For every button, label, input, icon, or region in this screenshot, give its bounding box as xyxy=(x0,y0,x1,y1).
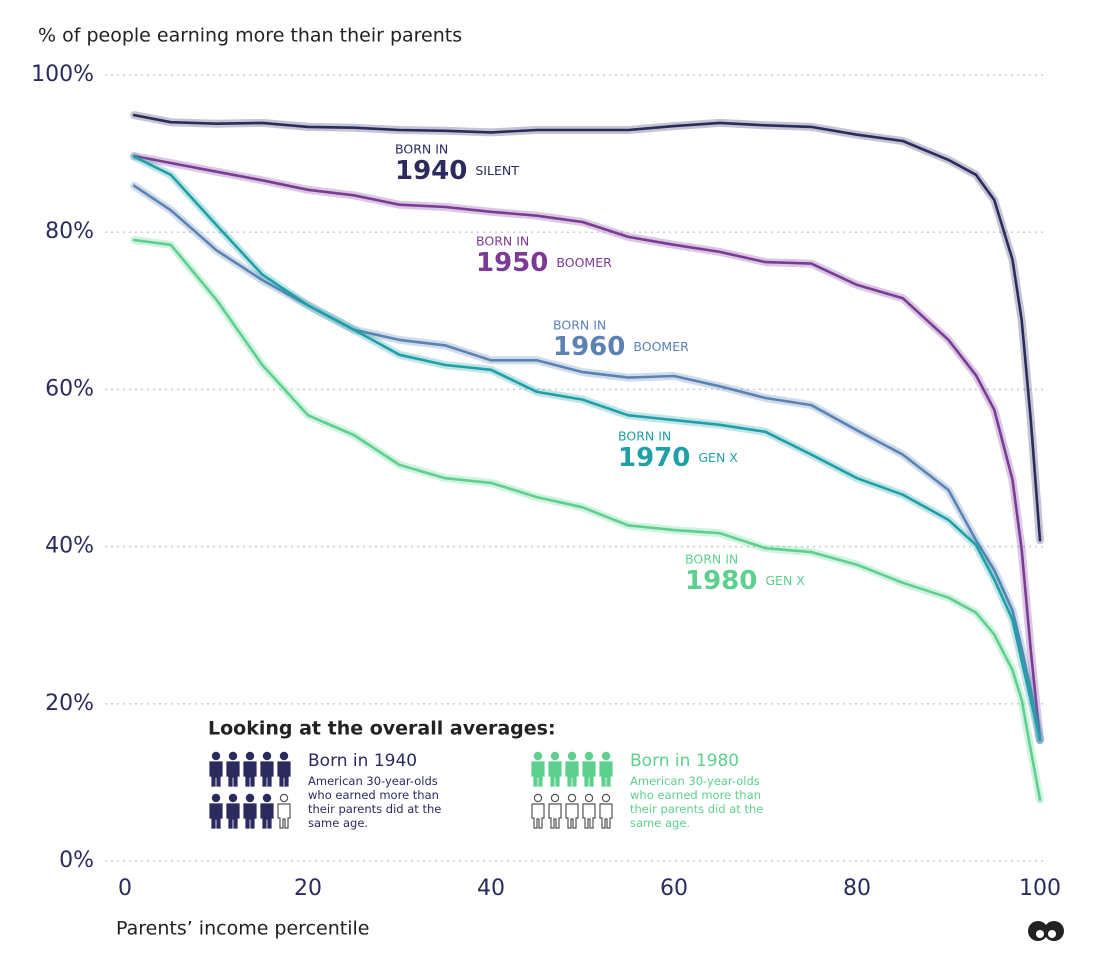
person-head xyxy=(601,793,611,803)
person-body xyxy=(565,803,579,829)
annotation-year: 1970 xyxy=(618,443,690,473)
person-body xyxy=(209,761,223,787)
icons-filled xyxy=(209,751,291,829)
y-tick-label: 20% xyxy=(45,691,94,716)
group-title: Born in 1980 xyxy=(630,751,739,771)
annotation-generation: SILENT xyxy=(475,163,519,178)
line xyxy=(132,113,1042,542)
annotation-year: 1980 xyxy=(685,566,757,596)
person-body xyxy=(565,761,579,787)
person-head xyxy=(245,793,255,803)
annotation-prefix: BORN IN xyxy=(553,318,606,333)
annotation-generation: GEN X xyxy=(698,450,738,465)
person-body xyxy=(531,761,545,787)
annotation-prefix: BORN IN xyxy=(685,552,738,567)
annotation: 1970 GEN X xyxy=(618,443,738,473)
person-body xyxy=(226,761,240,787)
person-head xyxy=(533,751,543,761)
person-head xyxy=(550,793,560,803)
y-tick-label: 100% xyxy=(31,62,94,87)
inset-title: Looking at the overall averages: xyxy=(208,718,556,740)
y-tick-label: 80% xyxy=(45,219,94,244)
x-tick-label: 20 xyxy=(294,876,322,901)
y-axis-title: % of people earning more than their pare… xyxy=(38,25,462,47)
line xyxy=(132,238,1042,801)
x-tick-label: 0 xyxy=(118,876,132,901)
person-head xyxy=(245,751,255,761)
person-body xyxy=(582,803,596,829)
person-body xyxy=(260,803,274,829)
icons-outline xyxy=(531,793,613,829)
person-head xyxy=(550,751,560,761)
person-body xyxy=(209,803,223,829)
x-axis-title: Parents’ income percentile xyxy=(116,918,369,940)
person-head xyxy=(601,751,611,761)
icons-outline xyxy=(277,793,291,829)
annotation-year: 1960 xyxy=(553,332,625,362)
annotation-generation: GEN X xyxy=(765,573,805,588)
annotation-generation: BOOMER xyxy=(633,339,689,354)
person-body xyxy=(599,761,613,787)
person-head xyxy=(279,793,289,803)
person-head xyxy=(533,793,543,803)
person-body xyxy=(531,803,545,829)
icons-filled xyxy=(531,751,613,787)
annotation-year: 1950 xyxy=(476,248,548,278)
person-head xyxy=(228,751,238,761)
annotation-prefix: BORN IN xyxy=(476,234,529,249)
person-head xyxy=(567,751,577,761)
person-head xyxy=(262,751,272,761)
annotation-generation: BOOMER xyxy=(556,255,612,270)
x-tick-label: 100 xyxy=(1019,876,1061,901)
person-head xyxy=(228,793,238,803)
logo xyxy=(1028,921,1064,941)
annotation: 1960 BOOMER xyxy=(553,332,689,362)
x-tick-label: 40 xyxy=(477,876,505,901)
annotation-prefix: BORN IN xyxy=(395,142,448,157)
person-body xyxy=(243,803,257,829)
person-head xyxy=(584,793,594,803)
person-body xyxy=(548,761,562,787)
person-body xyxy=(226,803,240,829)
annotation-prefix: BORN IN xyxy=(618,429,671,444)
x-tick-label: 80 xyxy=(843,876,871,901)
group-text: American 30-year-olds who earned more th… xyxy=(630,774,764,830)
person-body xyxy=(260,761,274,787)
line xyxy=(132,154,1042,742)
group-text: American 30-year-olds who earned more th… xyxy=(308,774,442,830)
person-body xyxy=(277,803,291,829)
y-tick-label: 0% xyxy=(59,848,94,873)
annotation: 1940 SILENT xyxy=(395,156,519,186)
group-title: Born in 1940 xyxy=(308,751,417,771)
line-halo xyxy=(130,152,1044,744)
person-body xyxy=(548,803,562,829)
person-body xyxy=(277,761,291,787)
annotation: 1950 BOOMER xyxy=(476,248,612,278)
x-tick-label: 60 xyxy=(660,876,688,901)
person-head xyxy=(211,751,221,761)
person-head xyxy=(567,793,577,803)
line-halo xyxy=(130,152,1044,744)
person-head xyxy=(262,793,272,803)
person-body xyxy=(243,761,257,787)
y-tick-label: 60% xyxy=(45,376,94,401)
person-head xyxy=(211,793,221,803)
annotation-year: 1940 xyxy=(395,156,467,186)
person-head xyxy=(584,751,594,761)
person-head xyxy=(279,751,289,761)
person-body xyxy=(599,803,613,829)
person-body xyxy=(582,761,596,787)
line xyxy=(132,155,1042,742)
annotation: 1980 GEN X xyxy=(685,566,805,596)
y-tick-label: 40% xyxy=(45,534,94,559)
